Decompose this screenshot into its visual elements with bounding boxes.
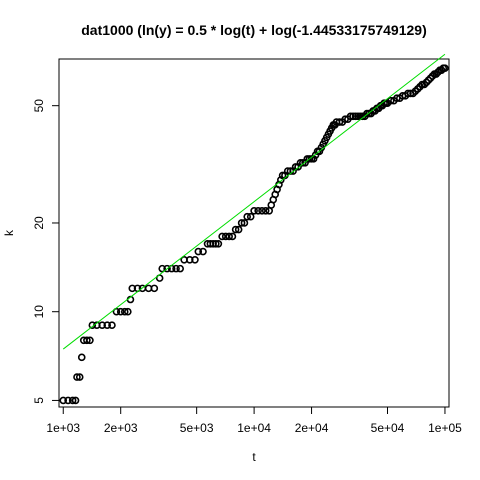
data-point: [212, 239, 220, 248]
data-point: [335, 118, 344, 126]
y-axis-label: k: [2, 229, 16, 236]
data-point: [243, 212, 251, 221]
plot-frame: [58, 58, 450, 408]
data-point: [441, 64, 449, 73]
data-point: [237, 219, 246, 227]
data-point: [246, 212, 255, 221]
data-point: [120, 307, 129, 316]
data-point: [240, 219, 249, 227]
data-point: [98, 321, 107, 329]
x-axis-label: t: [252, 450, 256, 464]
data-point: [254, 206, 262, 215]
data-point: [75, 373, 84, 381]
data-point: [250, 206, 258, 215]
data-point: [88, 321, 97, 329]
data-point: [108, 321, 116, 329]
x-tick-label: 1e+04: [237, 421, 271, 435]
data-points: [59, 64, 449, 405]
data-point: [124, 307, 132, 316]
x-tick-label: 5e+03: [180, 421, 214, 435]
data-point: [103, 321, 112, 329]
data-point: [150, 284, 159, 293]
data-point: [86, 336, 94, 345]
data-point: [158, 264, 167, 273]
fit-line: [62, 53, 446, 350]
data-point: [228, 232, 237, 241]
data-point: [73, 373, 81, 381]
data-point: [349, 112, 357, 121]
data-point: [386, 96, 395, 105]
y-tick-label: 10: [32, 305, 46, 319]
data-point: [351, 112, 360, 121]
data-point: [64, 396, 72, 405]
data-point: [172, 264, 180, 273]
chart-title: dat1000 (ln(y) = 0.5 * log(t) + log(-1.4…: [81, 22, 427, 38]
data-point: [199, 247, 207, 256]
data-point: [231, 225, 240, 234]
data-point: [218, 232, 226, 241]
data-point: [163, 264, 171, 273]
x-tick-label: 2e+03: [104, 421, 138, 435]
data-point: [71, 396, 80, 405]
data-point: [112, 307, 121, 316]
data-point: [354, 112, 362, 121]
x-tick-label: 1e+03: [46, 421, 80, 435]
y-tick-label: 5: [32, 397, 46, 404]
data-point: [234, 225, 243, 234]
y-axis: 5 10 20 50: [32, 99, 60, 404]
data-point: [404, 89, 412, 98]
y-tick-label: 50: [32, 99, 46, 113]
data-point: [276, 176, 285, 184]
data-point: [68, 396, 77, 405]
x-tick-label: 1e+05: [428, 421, 462, 435]
data-point: [311, 151, 320, 159]
data-point: [214, 239, 223, 248]
data-point: [59, 396, 68, 405]
fit-line-layer: [62, 53, 446, 350]
data-point: [176, 264, 185, 273]
data-point: [116, 307, 125, 316]
data-point: [194, 247, 203, 256]
x-tick-label: 2e+04: [295, 421, 329, 435]
data-point: [261, 206, 270, 215]
y-tick-label: 20: [32, 216, 46, 230]
x-axis: 1e+03 2e+03 5e+03 1e+04 2e+04 5e+04 1e+05: [46, 406, 462, 435]
data-point: [346, 112, 355, 121]
x-tick-label: 5e+04: [371, 421, 405, 435]
data-point: [83, 336, 91, 345]
data-point: [191, 255, 199, 264]
data-point: [258, 206, 266, 215]
data-point: [225, 232, 233, 241]
data-point: [77, 353, 86, 362]
